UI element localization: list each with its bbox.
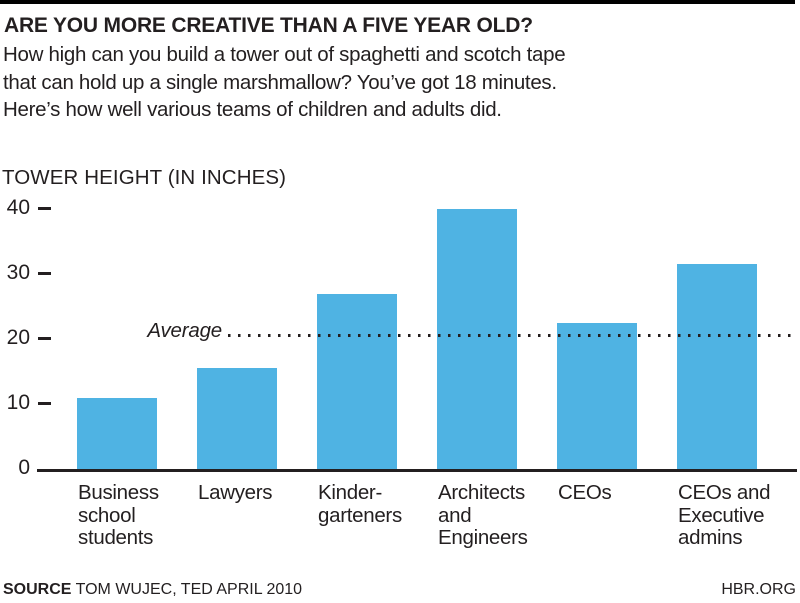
source-label: SOURCE: [3, 581, 72, 598]
y-tick-label: 10: [6, 391, 30, 414]
x-axis-label-line: Business: [78, 481, 159, 504]
x-axis-label: CEOs and Executive admins: [678, 481, 771, 550]
subtitle-line-2: that can hold up a single marshmallow? Y…: [3, 70, 557, 94]
x-axis-label-line: admins: [678, 526, 743, 549]
x-axis-line: [37, 469, 797, 472]
average-line: [228, 334, 797, 337]
bar-lawyers: [197, 368, 277, 469]
x-axis-label-line: and: [438, 503, 472, 527]
x-axis-label: Business school students: [78, 481, 159, 550]
bar-ceos-and-executive-admins: [677, 264, 757, 469]
top-accent-bar: [0, 0, 795, 4]
y-tick-mark: [38, 207, 51, 210]
bar-ceos: [557, 322, 637, 469]
x-axis-label-line: CEOs and: [678, 481, 771, 504]
y-tick-label: 20: [6, 326, 30, 349]
y-tick-mark: [38, 402, 51, 405]
x-axis-label-line: garteners: [318, 503, 402, 527]
bar-architects-and-engineers: [437, 209, 517, 469]
y-tick-label: 30: [6, 261, 30, 284]
y-tick-label: 40: [6, 196, 30, 219]
source-credit: SOURCE TOM WUJEC, TED APRIL 2010: [3, 581, 302, 599]
y-tick-mark: [38, 272, 51, 275]
subtitle: How high can you build a tower out of sp…: [3, 41, 566, 124]
x-axis-label-line: Architects: [438, 481, 525, 504]
x-axis-label-line: Executive: [678, 503, 765, 527]
site-credit: HBR.ORG: [721, 581, 796, 598]
bar-kindergarteners: [317, 293, 397, 469]
x-axis-label-line: Engineers: [438, 526, 528, 549]
x-axis-label-line: Lawyers: [198, 481, 273, 504]
x-axis-label-line: school: [78, 503, 136, 527]
x-axis-label: Architects and Engineers: [438, 481, 528, 550]
y-tick-mark: [38, 337, 51, 340]
bar-business-school-students: [77, 397, 157, 469]
x-axis-label-line: CEOs: [558, 481, 612, 504]
x-axis-label-line: Kinder-: [318, 481, 382, 504]
x-axis-label: Kinder-garteners: [318, 481, 402, 527]
x-axis-label-line: students: [78, 526, 154, 549]
y-axis-title: TOWER HEIGHT (IN INCHES): [2, 166, 287, 189]
source-text: TOM WUJEC, TED APRIL 2010: [75, 581, 303, 598]
page-title: ARE YOU MORE CREATIVE THAN A FIVE YEAR O…: [4, 14, 533, 37]
x-axis-label: Lawyers: [198, 481, 273, 505]
y-tick-label: 0: [18, 456, 30, 479]
average-label: Average: [147, 319, 222, 343]
x-axis-label: CEOs: [558, 481, 612, 505]
subtitle-line-3: Here’s how well various teams of childre…: [3, 98, 502, 121]
subtitle-line-1: How high can you build a tower out of sp…: [3, 43, 566, 66]
